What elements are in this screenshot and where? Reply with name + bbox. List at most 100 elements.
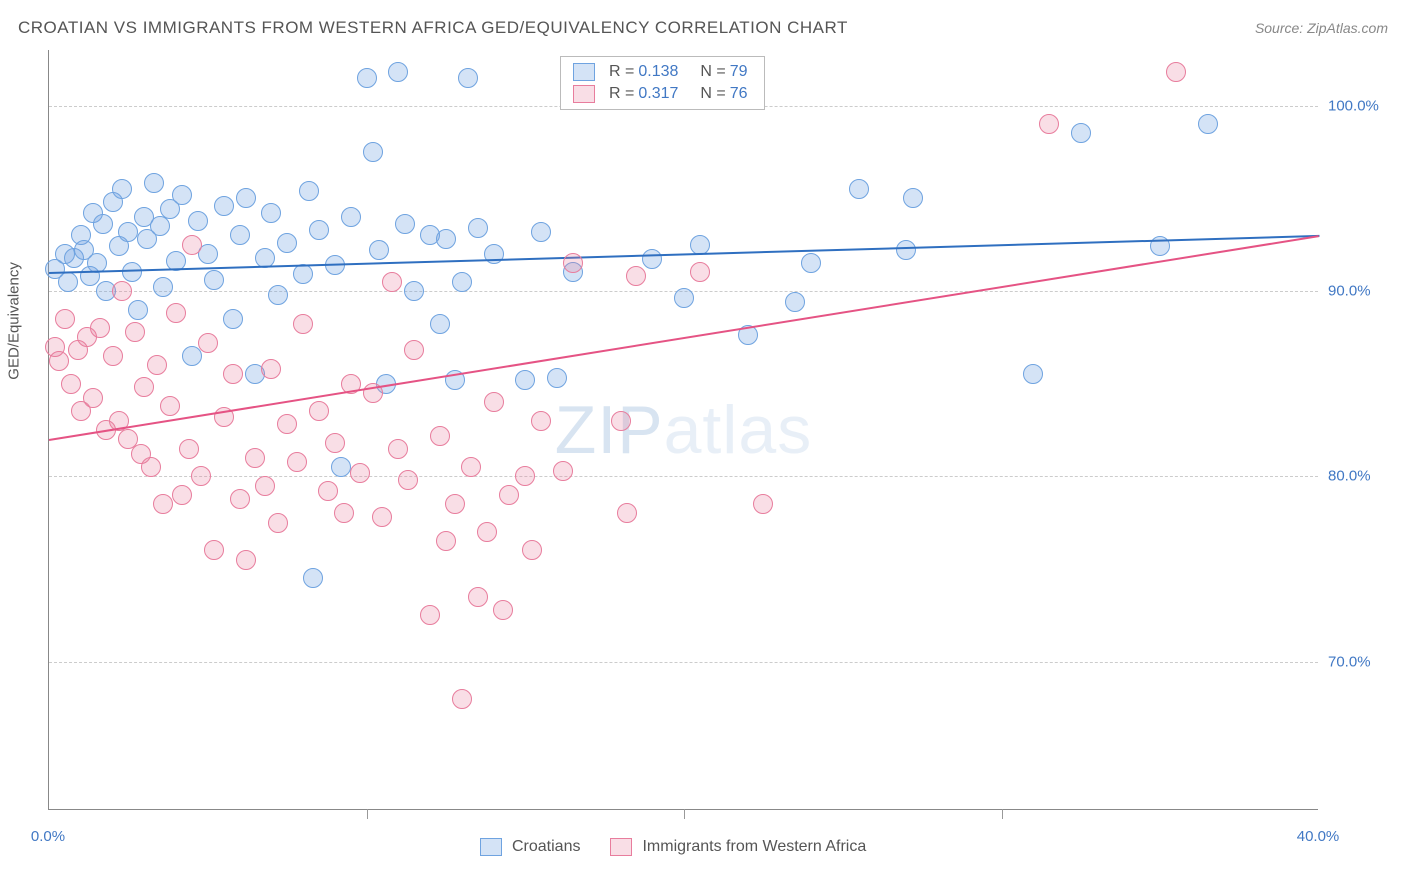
data-point (801, 253, 821, 273)
data-point (515, 370, 535, 390)
data-point (1198, 114, 1218, 134)
data-point (61, 374, 81, 394)
data-point (293, 314, 313, 334)
gridline-h (49, 476, 1318, 477)
data-point (112, 281, 132, 301)
legend-item: Immigrants from Western Africa (610, 838, 866, 856)
data-point (309, 401, 329, 421)
data-point (83, 388, 103, 408)
n-value: 76 (730, 85, 748, 103)
chart-title: CROATIAN VS IMMIGRANTS FROM WESTERN AFRI… (18, 18, 848, 38)
data-point (531, 222, 551, 242)
data-point (547, 368, 567, 388)
data-point (430, 314, 450, 334)
data-point (166, 303, 186, 323)
stats-legend-row: R = 0.138N = 79 (561, 61, 764, 83)
x-tick (684, 809, 685, 819)
data-point (468, 218, 488, 238)
data-point (277, 233, 297, 253)
data-point (223, 309, 243, 329)
data-point (245, 448, 265, 468)
data-point (369, 240, 389, 260)
data-point (398, 470, 418, 490)
y-tick-label: 100.0% (1328, 97, 1379, 114)
data-point (458, 68, 478, 88)
x-tick-label: 40.0% (1297, 828, 1340, 845)
data-point (134, 377, 154, 397)
data-point (334, 503, 354, 523)
data-point (55, 309, 75, 329)
legend-label: Croatians (512, 838, 580, 856)
data-point (903, 188, 923, 208)
legend-swatch (573, 63, 595, 81)
data-point (188, 211, 208, 231)
data-point (452, 272, 472, 292)
data-point (144, 173, 164, 193)
data-point (493, 600, 513, 620)
data-point (125, 322, 145, 342)
data-point (690, 235, 710, 255)
n-label: N = (700, 63, 725, 81)
data-point (325, 433, 345, 453)
data-point (350, 463, 370, 483)
data-point (191, 466, 211, 486)
data-point (515, 466, 535, 486)
data-point (141, 457, 161, 477)
data-point (153, 494, 173, 514)
r-value: 0.317 (638, 85, 678, 103)
data-point (287, 452, 307, 472)
data-point (299, 181, 319, 201)
data-point (1071, 123, 1091, 143)
data-point (785, 292, 805, 312)
y-tick-label: 90.0% (1328, 282, 1371, 299)
data-point (153, 277, 173, 297)
data-point (388, 439, 408, 459)
data-point (341, 207, 361, 227)
data-point (255, 476, 275, 496)
y-tick-label: 70.0% (1328, 653, 1371, 670)
r-label: R = (609, 63, 634, 81)
data-point (357, 68, 377, 88)
data-point (461, 457, 481, 477)
data-point (395, 214, 415, 234)
data-point (896, 240, 916, 260)
data-point (198, 333, 218, 353)
data-point (303, 568, 323, 588)
x-tick (1002, 809, 1003, 819)
data-point (309, 220, 329, 240)
legend-swatch (610, 838, 632, 856)
data-point (103, 346, 123, 366)
data-point (160, 396, 180, 416)
data-point (277, 414, 297, 434)
data-point (849, 179, 869, 199)
data-point (147, 355, 167, 375)
data-point (182, 235, 202, 255)
data-point (112, 179, 132, 199)
data-point (58, 272, 78, 292)
data-point (268, 513, 288, 533)
data-point (468, 587, 488, 607)
data-point (128, 300, 148, 320)
data-point (331, 457, 351, 477)
data-point (93, 214, 113, 234)
data-point (404, 281, 424, 301)
n-value: 79 (730, 63, 748, 81)
data-point (563, 253, 583, 273)
data-point (122, 262, 142, 282)
data-point (430, 426, 450, 446)
stats-legend: R = 0.138N = 79R = 0.317 N = 76 (560, 56, 765, 110)
data-point (318, 481, 338, 501)
data-point (1166, 62, 1186, 82)
x-tick (367, 809, 368, 819)
data-point (223, 364, 243, 384)
data-point (261, 359, 281, 379)
watermark: ZIPatlas (555, 391, 812, 469)
data-point (611, 411, 631, 431)
data-point (674, 288, 694, 308)
data-point (617, 503, 637, 523)
data-point (1039, 114, 1059, 134)
data-point (436, 531, 456, 551)
x-tick-label: 0.0% (31, 828, 65, 845)
data-point (172, 485, 192, 505)
data-point (531, 411, 551, 431)
